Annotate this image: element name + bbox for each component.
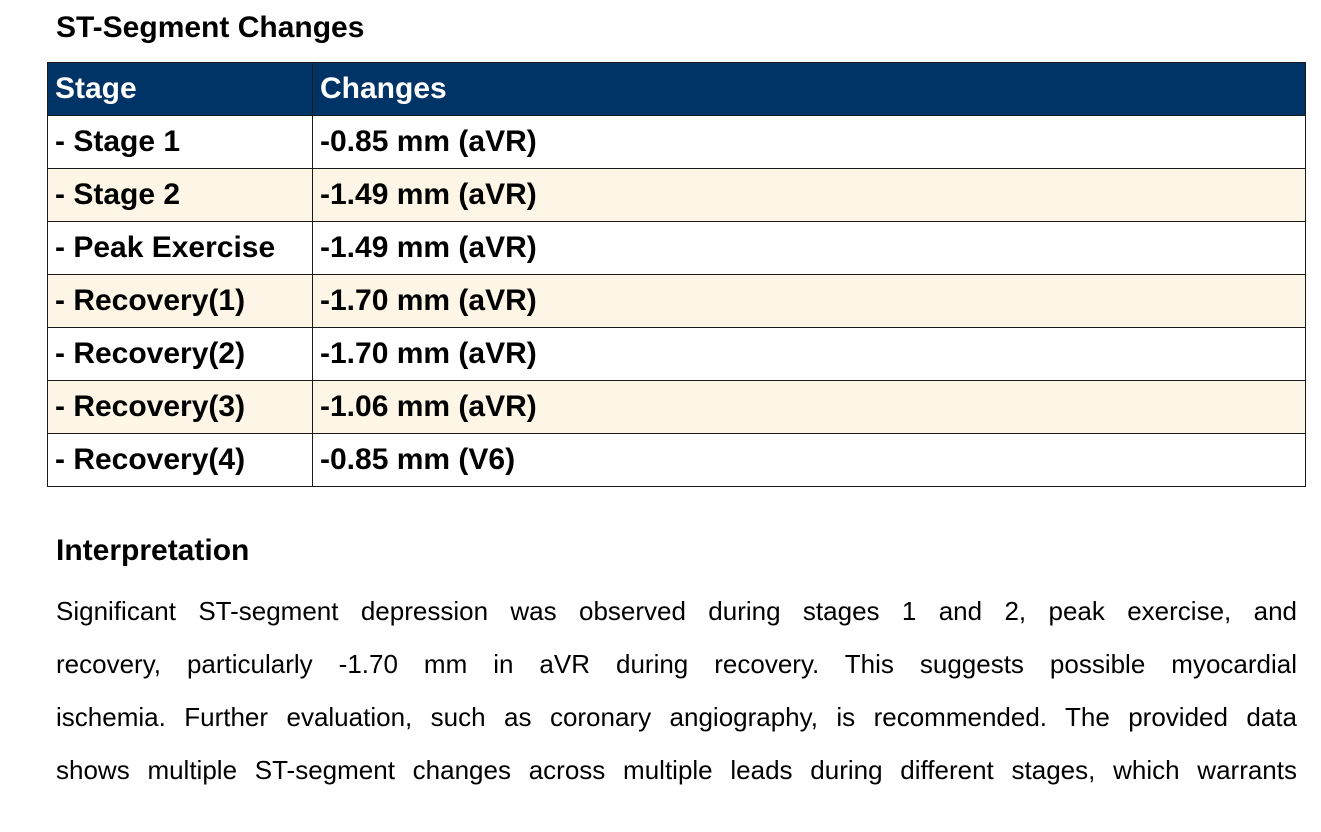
stage-cell: - Recovery(1)	[47, 274, 313, 328]
st-segment-table: Stage Changes - Stage 1 -0.85 mm (aVR) -…	[47, 62, 1306, 487]
change-cell: -1.49 mm (aVR)	[312, 221, 1306, 275]
stage-cell: - Recovery(4)	[47, 433, 313, 487]
paragraph-line: shows multiple ST-segment changes across…	[56, 755, 1297, 785]
change-cell: -0.85 mm (aVR)	[312, 115, 1306, 169]
change-cell: -1.49 mm (aVR)	[312, 168, 1306, 222]
table-row: - Peak Exercise -1.49 mm (aVR)	[47, 221, 1306, 275]
stage-cell: - Recovery(3)	[47, 380, 313, 434]
change-cell: -0.85 mm (V6)	[312, 433, 1306, 487]
change-cell: -1.06 mm (aVR)	[312, 380, 1306, 434]
column-header-changes: Changes	[312, 62, 1306, 116]
stage-cell: - Stage 2	[47, 168, 313, 222]
paragraph-line: ischemia. Further evaluation, such as co…	[56, 702, 1297, 732]
stage-cell: - Recovery(2)	[47, 327, 313, 381]
interpretation-paragraph: Significant ST-segment depression was ob…	[56, 585, 1297, 797]
table-row: - Recovery(4) -0.85 mm (V6)	[47, 433, 1306, 487]
st-segment-title: ST-Segment Changes	[56, 11, 365, 44]
change-cell: -1.70 mm (aVR)	[312, 274, 1306, 328]
table-row: - Recovery(2) -1.70 mm (aVR)	[47, 327, 1306, 381]
change-cell: -1.70 mm (aVR)	[312, 327, 1306, 381]
column-header-stage: Stage	[47, 62, 313, 116]
table-row: - Recovery(1) -1.70 mm (aVR)	[47, 274, 1306, 328]
stage-cell: - Stage 1	[47, 115, 313, 169]
paragraph-line: Significant ST-segment depression was ob…	[56, 596, 1297, 626]
table-row: - Recovery(3) -1.06 mm (aVR)	[47, 380, 1306, 434]
interpretation-title: Interpretation	[56, 534, 250, 567]
table-row: - Stage 1 -0.85 mm (aVR)	[47, 115, 1306, 169]
paragraph-line: recovery, particularly -1.70 mm in aVR d…	[56, 649, 1297, 679]
table-header-row: Stage Changes	[47, 62, 1306, 116]
table-row: - Stage 2 -1.49 mm (aVR)	[47, 168, 1306, 222]
stage-cell: - Peak Exercise	[47, 221, 313, 275]
